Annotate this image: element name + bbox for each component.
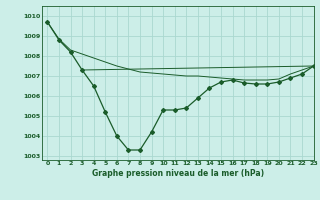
- X-axis label: Graphe pression niveau de la mer (hPa): Graphe pression niveau de la mer (hPa): [92, 169, 264, 178]
